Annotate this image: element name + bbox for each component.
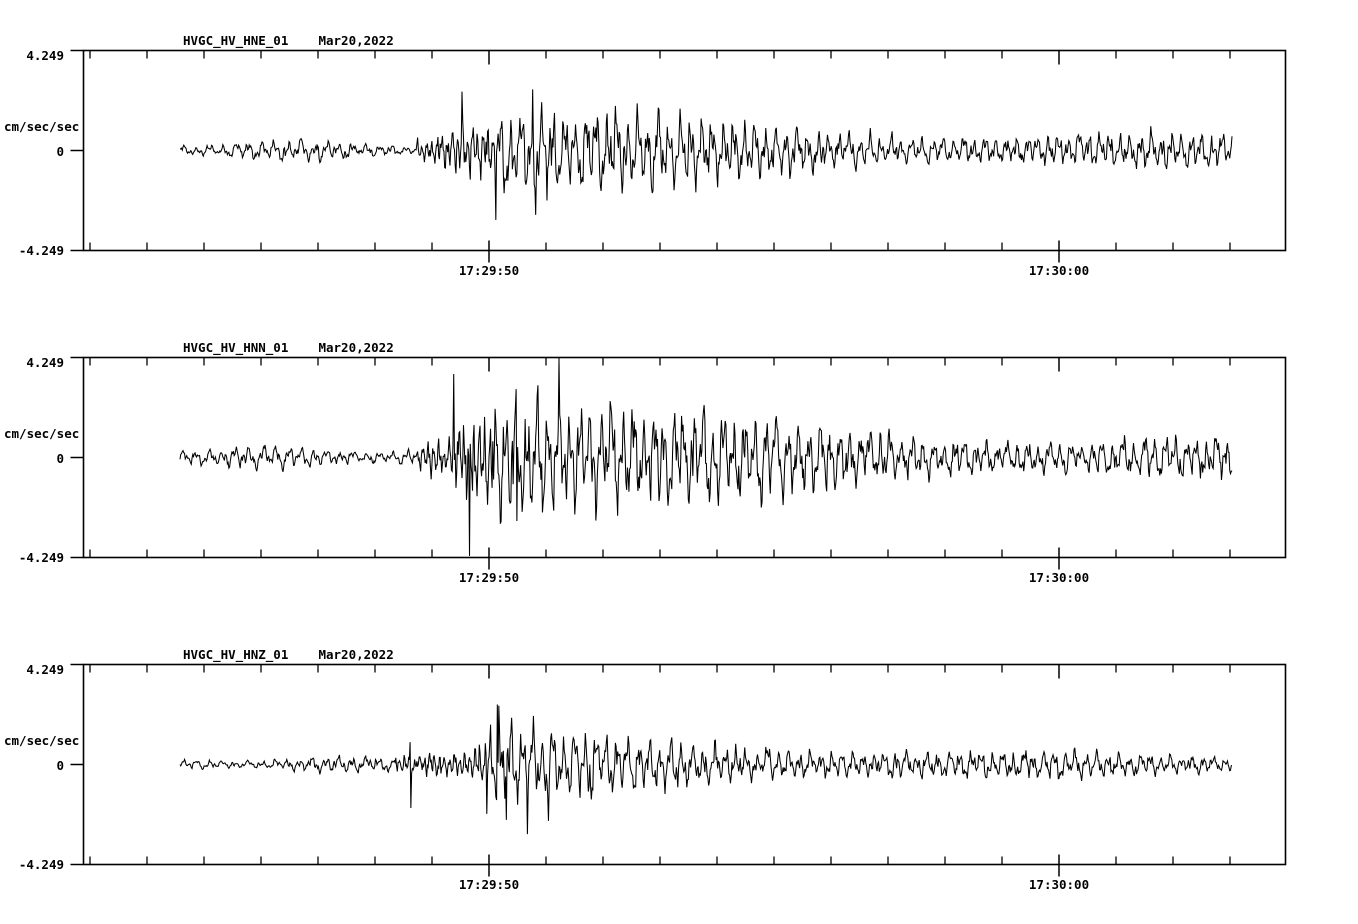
panel-title-hnn: HVGC_HV_HNN_01 Mar20,2022 [183,340,394,355]
x-axis-tick-label-hnz-1: 17:29:50 [458,877,520,892]
seismogram-panel-hnn: HVGC_HV_HNN_01 Mar20,2022 4.249 cm/sec/s… [0,307,1358,607]
x-axis-tick-label-hnn-1: 17:29:50 [458,570,520,585]
y-axis-min-label-hne: -4.249 [18,243,64,258]
x-axis-tick-label-hnz-2: 17:30:00 [1028,877,1090,892]
y-axis-max-label-hne: 4.249 [26,48,64,63]
panel-title-hnz: HVGC_HV_HNZ_01 Mar20,2022 [183,647,394,662]
y-axis-units-label-hnz: cm/sec/sec [4,733,80,748]
y-axis-min-label-hnn: -4.249 [18,550,64,565]
x-axis-tick-label-hne-2: 17:30:00 [1028,263,1090,278]
waveform-trace-hnz [179,704,1233,835]
panel-title-hne: HVGC_HV_HNE_01 Mar20,2022 [183,33,394,48]
seismogram-panel-hne: HVGC_HV_HNE_01 Mar20,2022 4.249 cm/sec/s… [0,0,1358,300]
y-axis-units-label-hne: cm/sec/sec [4,119,80,134]
y-axis-min-label-hnz: -4.249 [18,857,64,872]
y-axis-zero-label-hnz: 0 [56,758,64,773]
y-axis-max-label-hnn: 4.249 [26,355,64,370]
x-axis-tick-label-hnn-2: 17:30:00 [1028,570,1090,585]
seismogram-panel-hnz: HVGC_HV_HNZ_01 Mar20,2022 4.249 cm/sec/s… [0,614,1358,914]
axis-ticks-hne [70,49,1231,263]
y-axis-zero-label-hne: 0 [56,144,64,159]
plot-area-hnz [70,663,1287,877]
waveform-trace-hne [179,89,1233,220]
waveform-trace-hnn [179,357,1233,556]
x-axis-tick-label-hne-1: 17:29:50 [458,263,520,278]
y-axis-units-label-hnn: cm/sec/sec [4,426,80,441]
plot-area-hne [70,49,1287,263]
y-axis-zero-label-hnn: 0 [56,451,64,466]
y-axis-max-label-hnz: 4.249 [26,662,64,677]
axis-ticks-hnz [70,663,1231,877]
plot-area-hnn [70,356,1287,570]
axis-ticks-hnn [70,356,1231,570]
